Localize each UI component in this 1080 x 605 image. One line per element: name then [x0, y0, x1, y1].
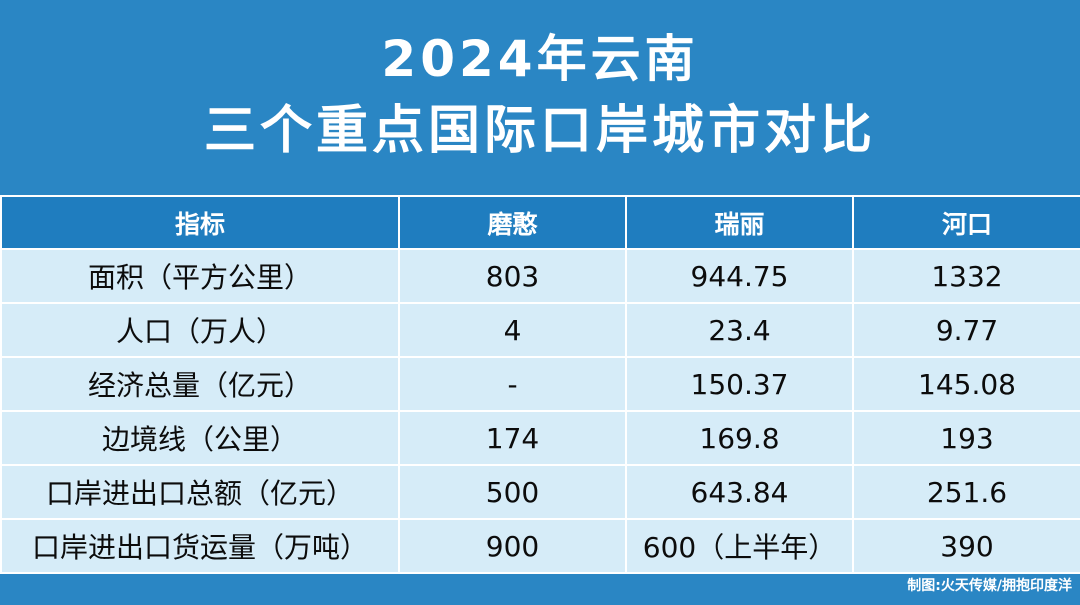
cell-hekou: 251.6	[852, 464, 1080, 520]
cell-ruili: 23.4	[625, 302, 854, 358]
cell-ruili: 643.84	[625, 464, 854, 520]
header-indicator: 指标	[0, 195, 400, 250]
cell-mohan: 803	[398, 248, 627, 304]
header-ruili: 瑞丽	[625, 195, 854, 250]
header-mohan: 磨憨	[398, 195, 627, 250]
cell-hekou: 145.08	[852, 356, 1080, 412]
cell-hekou: 193	[852, 410, 1080, 466]
cell-mohan: 900	[398, 518, 627, 574]
cell-mohan: 4	[398, 302, 627, 358]
table-header-row: 指标 磨憨 瑞丽 河口	[0, 195, 1080, 250]
table-row: 口岸进出口总额（亿元） 500 643.84 251.6	[0, 464, 1080, 520]
row-label: 边境线（公里）	[0, 410, 400, 466]
cell-ruili: 150.37	[625, 356, 854, 412]
header-hekou: 河口	[852, 195, 1080, 250]
title-line-1: 2024年云南	[381, 30, 699, 88]
table-row: 经济总量（亿元） - 150.37 145.08	[0, 356, 1080, 412]
table-row: 边境线（公里） 174 169.8 193	[0, 410, 1080, 466]
cell-ruili: 169.8	[625, 410, 854, 466]
comparison-table-container: 指标 磨憨 瑞丽 河口 面积（平方公里） 803 944.75 1332 人口（…	[0, 195, 1080, 574]
row-label: 人口（万人）	[0, 302, 400, 358]
credit-text: 制图:火天传媒/拥抱印度洋	[907, 578, 1072, 594]
table-row: 面积（平方公里） 803 944.75 1332	[0, 248, 1080, 304]
cell-mohan: 174	[398, 410, 627, 466]
cell-hekou: 9.77	[852, 302, 1080, 358]
row-label: 口岸进出口总额（亿元）	[0, 464, 400, 520]
row-label: 经济总量（亿元）	[0, 356, 400, 412]
row-label: 口岸进出口货运量（万吨）	[0, 518, 400, 574]
cell-hekou: 390	[852, 518, 1080, 574]
table-row: 人口（万人） 4 23.4 9.77	[0, 302, 1080, 358]
comparison-table: 指标 磨憨 瑞丽 河口 面积（平方公里） 803 944.75 1332 人口（…	[0, 195, 1080, 574]
cell-hekou: 1332	[852, 248, 1080, 304]
cell-ruili: 944.75	[625, 248, 854, 304]
cell-ruili: 600（上半年）	[625, 518, 854, 574]
cell-mohan: -	[398, 356, 627, 412]
title-line-2: 三个重点国际口岸城市对比	[203, 101, 876, 161]
row-label: 面积（平方公里）	[0, 248, 400, 304]
cell-mohan: 500	[398, 464, 627, 520]
table-row: 口岸进出口货运量（万吨） 900 600（上半年） 390	[0, 518, 1080, 574]
